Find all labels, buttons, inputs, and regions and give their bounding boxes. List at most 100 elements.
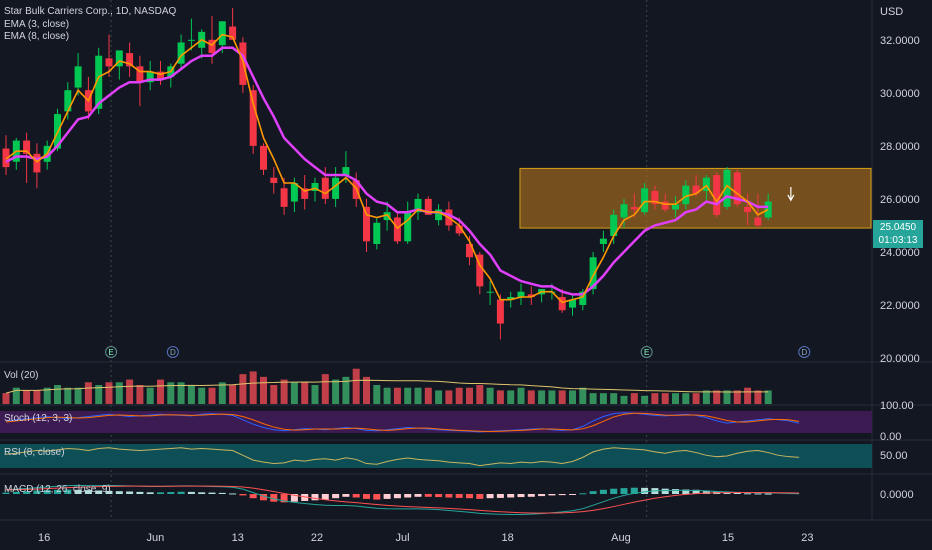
candle-body <box>661 201 669 210</box>
volume-bar <box>321 374 329 404</box>
volume-bar <box>393 387 401 404</box>
down-arrow-marker <box>787 186 795 202</box>
volume-bar <box>569 390 576 404</box>
candle <box>126 42 134 77</box>
candle-body <box>754 217 762 226</box>
event-marker-circle <box>798 346 811 358</box>
macd-label: MACD (12, 26, close, 9) <box>4 484 111 495</box>
volume-bar <box>33 390 41 404</box>
volume-label: Vol (20) <box>4 370 39 381</box>
candle-body <box>2 148 10 168</box>
rsi-label: RSI (8, close) <box>4 447 65 458</box>
volume-bar <box>764 390 772 404</box>
volume-bar <box>630 393 638 404</box>
candle <box>630 193 638 218</box>
y-tick-label: 22.0000 <box>880 300 920 312</box>
candle <box>198 29 206 59</box>
candle <box>733 169 741 207</box>
candle <box>702 175 710 202</box>
volume-bar <box>373 385 381 404</box>
x-tick-label: 18 <box>501 532 513 544</box>
event-marker-e: E <box>105 346 118 358</box>
y-tick-label: 28.0000 <box>880 141 920 153</box>
volume-bar <box>280 379 288 404</box>
macd-hist-bar <box>218 492 226 494</box>
candle-body <box>229 26 237 40</box>
macd-hist-bar <box>311 494 319 501</box>
candle-body <box>466 243 473 258</box>
volume-bar <box>167 382 175 404</box>
volume-bar <box>270 385 278 404</box>
candle <box>260 143 267 176</box>
candle-body <box>270 177 278 183</box>
candle <box>177 34 185 69</box>
candle-body <box>620 204 628 218</box>
stoch-label: Stoch (12, 3, 3) <box>4 413 73 424</box>
volume-bar <box>2 393 10 404</box>
range-highlight-box[interactable] <box>519 167 872 229</box>
candle-body <box>569 299 576 308</box>
macd-hist-bar <box>290 494 298 502</box>
macd-hist-bar <box>610 488 618 494</box>
macd-hist-bar <box>754 493 762 495</box>
candle-body <box>280 188 288 207</box>
macd-hist-bar <box>84 490 92 494</box>
macd-line <box>5 484 800 515</box>
candle-body <box>218 21 226 46</box>
volume-bar <box>754 390 762 404</box>
volume-bar <box>589 393 597 404</box>
volume-bar <box>610 393 618 404</box>
event-marker-circle <box>166 346 179 358</box>
volume-bar <box>692 393 700 404</box>
event-marker-circle <box>640 346 653 358</box>
candle-body <box>332 177 340 199</box>
volume-bar <box>352 368 360 404</box>
volume-bar <box>363 376 370 404</box>
x-tick-label: 16 <box>38 532 50 544</box>
macd-hist-bar <box>260 494 267 501</box>
macd-hist-bar <box>157 492 164 494</box>
volume-bar <box>12 387 20 404</box>
volume-bar <box>74 387 82 404</box>
volume-bar <box>527 390 535 404</box>
macd-hist-bar <box>136 491 144 494</box>
candle-body <box>23 140 31 154</box>
candle <box>332 167 340 207</box>
stoch-band <box>0 411 872 433</box>
volume-bar <box>404 387 412 404</box>
candle-body <box>435 209 443 221</box>
stoch-pane <box>0 411 872 433</box>
candle <box>373 217 381 250</box>
volume-bar <box>136 385 144 404</box>
volume-bar <box>538 390 546 404</box>
event-marker-label: E <box>644 348 649 357</box>
volume-bar <box>744 387 752 404</box>
volume-bar <box>198 387 206 404</box>
ema-long-line <box>5 46 769 296</box>
macd-hist-bar <box>239 494 247 496</box>
macd-hist-bar <box>507 494 515 498</box>
volume-bar <box>548 390 556 404</box>
volume-bar <box>301 382 309 404</box>
candle <box>599 230 607 252</box>
volume-bar <box>229 385 237 404</box>
macd-hist-bar <box>404 494 412 498</box>
volume-bar <box>208 387 216 404</box>
axes: 32.0000 30.0000 28.0000 26.0000 24.0000 22.00… <box>38 35 920 544</box>
volume-bar <box>651 393 659 404</box>
rsi-tick: 50.00 <box>880 450 908 462</box>
candle-body <box>157 71 164 80</box>
candle-body <box>579 291 587 305</box>
volume-bar <box>496 390 504 404</box>
volume-bar <box>455 387 463 404</box>
x-tick-label: 22 <box>311 532 323 544</box>
macd-hist-bar <box>486 494 494 499</box>
macd-hist-bar <box>692 489 700 494</box>
macd-hist-bar <box>383 494 391 499</box>
candle-body <box>486 291 494 293</box>
stoch-d-line <box>5 412 800 432</box>
macd-hist-bar <box>466 494 473 499</box>
x-tick-label: Jun <box>146 532 164 544</box>
